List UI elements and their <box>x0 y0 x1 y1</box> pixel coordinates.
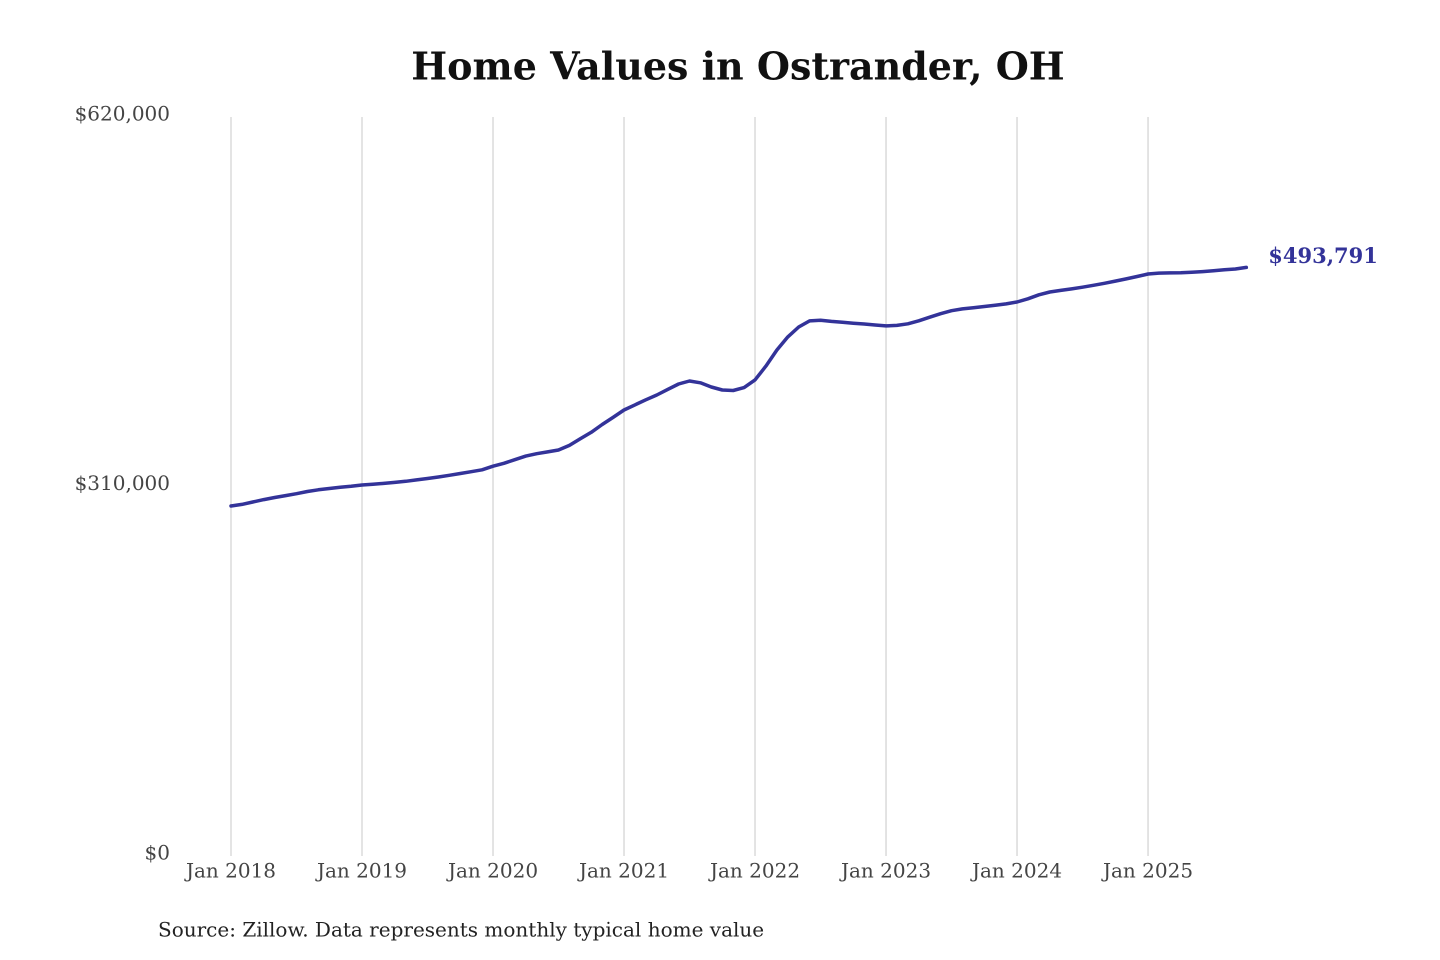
x-tick-label: Jan 2023 <box>839 859 931 883</box>
x-tick-label: Jan 2022 <box>708 859 800 883</box>
x-tick-label: Jan 2020 <box>446 859 538 883</box>
x-tick-label: Jan 2019 <box>315 859 407 883</box>
line <box>229 265 1249 508</box>
y-tick-label: $310,000 <box>75 471 170 495</box>
chart-title: Home Values in Ostrander, OH <box>411 44 1064 89</box>
x-tick-label: Jan 2025 <box>1101 859 1193 883</box>
source-note: Source: Zillow. Data represents monthly … <box>158 918 764 942</box>
y-tick-label: $0 <box>145 841 170 865</box>
x-tick-label: Jan 2018 <box>184 859 276 883</box>
y-tick-label: $620,000 <box>75 102 170 126</box>
x-tick-label: Jan 2021 <box>577 859 669 883</box>
value-label: $493,791 <box>1268 243 1378 268</box>
x-tick-label: Jan 2024 <box>970 859 1062 883</box>
